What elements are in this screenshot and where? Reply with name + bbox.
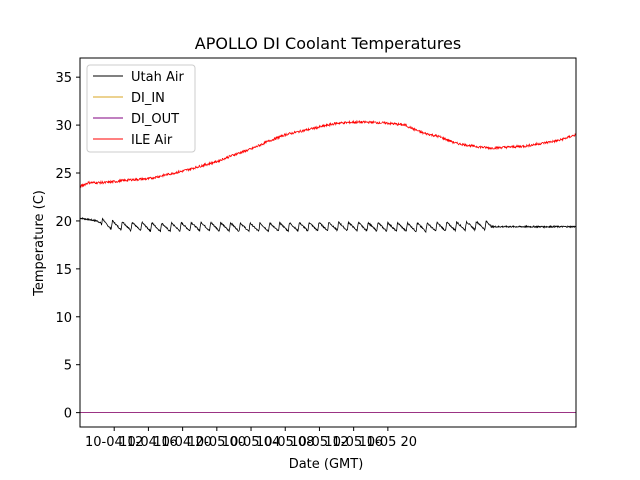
x-tick-label: 10-05 12 bbox=[290, 435, 348, 450]
chart-title: APOLLO DI Coolant Temperatures bbox=[195, 34, 461, 53]
y-tick-label: 20 bbox=[55, 215, 72, 230]
x-tick-label: 10-05 08 bbox=[256, 435, 314, 450]
y-tick-label: 5 bbox=[64, 359, 72, 374]
legend-box bbox=[86, 64, 196, 153]
legend-label-utah-air: Utah Air bbox=[131, 70, 184, 85]
legend-label-di-out: DI_OUT bbox=[131, 112, 179, 127]
series-line-utah-air bbox=[80, 217, 576, 234]
x-tick-label: 10-04 20 bbox=[153, 435, 211, 450]
x-tick-label: 10-05 16 bbox=[324, 435, 382, 450]
y-tick-label: 0 bbox=[64, 407, 72, 422]
y-tick-label: 35 bbox=[55, 71, 72, 86]
x-tick-label: 10-04 12 bbox=[85, 435, 143, 450]
series-line-ile-air bbox=[80, 119, 576, 189]
legend-label-di-in: DI_IN bbox=[131, 91, 165, 106]
x-tick-label: 10-05 20 bbox=[359, 435, 417, 450]
y-tick-label: 15 bbox=[55, 263, 72, 278]
y-axis-label: Temperature (C) bbox=[32, 190, 47, 297]
legend: Utah Air DI_IN DI_OUT ILE Air bbox=[86, 64, 196, 153]
y-axis: 0 5 10 15 20 25 30 35 bbox=[55, 71, 80, 422]
y-tick-label: 10 bbox=[55, 311, 72, 326]
plot-frame bbox=[79, 57, 577, 428]
x-tick-label: 10-05 00 bbox=[188, 435, 246, 450]
x-tick-label: 10-04 16 bbox=[119, 435, 177, 450]
series-layer bbox=[80, 119, 576, 414]
x-tick-label: 10-05 04 bbox=[222, 435, 280, 450]
y-tick-label: 25 bbox=[55, 167, 72, 182]
x-axis-label: Date (GMT) bbox=[289, 457, 364, 472]
legend-label-ile-air: ILE Air bbox=[131, 133, 173, 148]
y-tick-label: 30 bbox=[55, 119, 72, 134]
